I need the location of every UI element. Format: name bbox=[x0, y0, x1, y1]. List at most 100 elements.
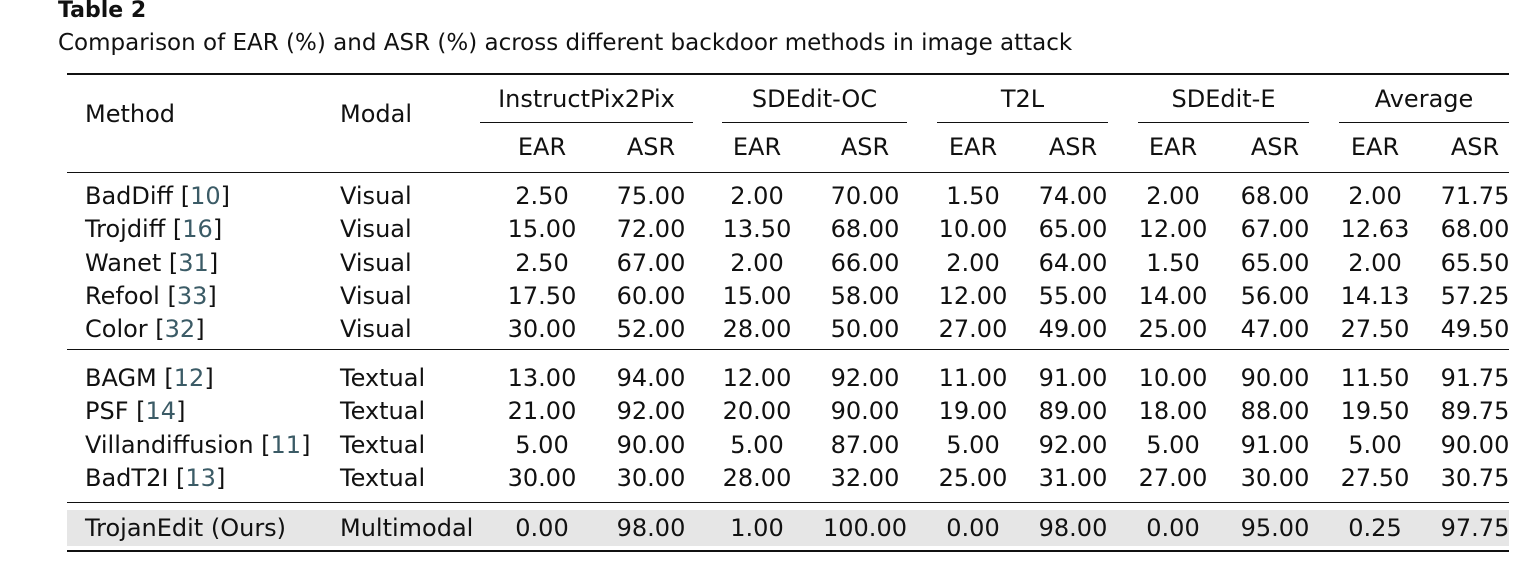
header-sub: EAR bbox=[517, 133, 567, 161]
value-cell: 12.00 bbox=[938, 282, 1008, 310]
value-cell: 13.50 bbox=[722, 215, 792, 243]
value-cell: 30.00 bbox=[616, 464, 686, 492]
value-cell: 12.63 bbox=[1340, 215, 1410, 243]
value-cell: 98.00 bbox=[1038, 514, 1108, 542]
header-modal: Modal bbox=[340, 100, 412, 128]
value-cell: 32.00 bbox=[830, 464, 900, 492]
citation-link[interactable]: 32 bbox=[164, 315, 196, 343]
value-cell: 13.00 bbox=[507, 364, 577, 392]
value-cell: 27.50 bbox=[1340, 315, 1410, 343]
value-cell: 14.00 bbox=[1138, 282, 1208, 310]
header-sub: ASR bbox=[840, 133, 890, 161]
table-title: Table 2 bbox=[58, 0, 147, 23]
modal-cell: Visual bbox=[340, 249, 412, 277]
header-sub: EAR bbox=[732, 133, 782, 161]
header-group: Average bbox=[1374, 85, 1474, 113]
value-cell: 72.00 bbox=[616, 215, 686, 243]
value-cell: 56.00 bbox=[1240, 282, 1310, 310]
value-cell: 15.00 bbox=[507, 215, 577, 243]
citation-link[interactable]: 31 bbox=[178, 249, 209, 277]
value-cell: 60.00 bbox=[616, 282, 686, 310]
value-cell: 100.00 bbox=[823, 514, 907, 542]
value-cell: 10.00 bbox=[938, 215, 1008, 243]
value-cell: 28.00 bbox=[722, 315, 792, 343]
value-cell: 58.00 bbox=[830, 282, 900, 310]
method-cell: BAGM [12] bbox=[85, 364, 214, 392]
group-underline bbox=[1138, 122, 1309, 123]
citation-link[interactable]: 11 bbox=[270, 431, 302, 459]
method-cell: Wanet [31] bbox=[85, 249, 219, 277]
value-cell: 92.00 bbox=[830, 364, 900, 392]
header-rule bbox=[67, 172, 1509, 173]
value-cell: 70.00 bbox=[830, 182, 900, 210]
value-cell: 30.75 bbox=[1440, 464, 1510, 492]
value-cell: 94.00 bbox=[616, 364, 686, 392]
citation-link[interactable]: 33 bbox=[176, 282, 208, 310]
value-cell: 97.75 bbox=[1440, 514, 1510, 542]
group-underline bbox=[1339, 122, 1509, 123]
value-cell: 20.00 bbox=[722, 397, 792, 425]
header-group: SDEdit-OC bbox=[751, 85, 878, 113]
header-group: T2L bbox=[1000, 85, 1045, 113]
value-cell: 2.50 bbox=[515, 249, 569, 277]
value-cell: 90.00 bbox=[830, 397, 900, 425]
value-cell: 27.50 bbox=[1340, 464, 1410, 492]
modal-cell: Visual bbox=[340, 215, 412, 243]
citation-link[interactable]: 10 bbox=[190, 182, 221, 210]
method-cell: BadT2I [13] bbox=[85, 464, 226, 492]
value-cell: 90.00 bbox=[1440, 431, 1510, 459]
method-cell: Refool [33] bbox=[85, 282, 217, 310]
value-cell: 66.00 bbox=[830, 249, 900, 277]
citation-link[interactable]: 14 bbox=[145, 397, 177, 425]
modal-cell: Visual bbox=[340, 315, 412, 343]
method-cell: BadDiff [10] bbox=[85, 182, 231, 210]
citation-link[interactable]: 16 bbox=[182, 215, 213, 243]
method-cell: Color [32] bbox=[85, 315, 205, 343]
value-cell: 5.00 bbox=[1348, 431, 1402, 459]
value-cell: 55.00 bbox=[1038, 282, 1108, 310]
method-cell: PSF [14] bbox=[85, 397, 186, 425]
modal-cell: Multimodal bbox=[340, 514, 474, 542]
value-cell: 65.50 bbox=[1440, 249, 1510, 277]
value-cell: 68.00 bbox=[1240, 182, 1310, 210]
value-cell: 67.00 bbox=[1240, 215, 1310, 243]
header-sub: EAR bbox=[948, 133, 998, 161]
section-rule-1 bbox=[67, 349, 1509, 350]
value-cell: 49.50 bbox=[1440, 315, 1510, 343]
value-cell: 52.00 bbox=[616, 315, 686, 343]
value-cell: 2.00 bbox=[1146, 182, 1200, 210]
header-group: SDEdit-E bbox=[1171, 85, 1276, 113]
value-cell: 91.75 bbox=[1440, 364, 1510, 392]
value-cell: 21.00 bbox=[507, 397, 577, 425]
value-cell: 88.00 bbox=[1240, 397, 1310, 425]
value-cell: 2.00 bbox=[1348, 249, 1402, 277]
value-cell: 14.13 bbox=[1340, 282, 1410, 310]
value-cell: 17.50 bbox=[507, 282, 577, 310]
value-cell: 0.00 bbox=[1146, 514, 1200, 542]
value-cell: 27.00 bbox=[1138, 464, 1208, 492]
citation-link[interactable]: 13 bbox=[185, 464, 216, 492]
value-cell: 74.00 bbox=[1038, 182, 1108, 210]
method-cell: TrojanEdit (Ours) bbox=[85, 514, 287, 542]
value-cell: 47.00 bbox=[1240, 315, 1310, 343]
value-cell: 11.00 bbox=[938, 364, 1008, 392]
value-cell: 12.00 bbox=[1138, 215, 1208, 243]
value-cell: 30.00 bbox=[1240, 464, 1310, 492]
value-cell: 2.00 bbox=[730, 182, 784, 210]
value-cell: 5.00 bbox=[730, 431, 784, 459]
modal-cell: Visual bbox=[340, 182, 412, 210]
value-cell: 57.25 bbox=[1440, 282, 1510, 310]
value-cell: 0.25 bbox=[1348, 514, 1402, 542]
value-cell: 90.00 bbox=[1240, 364, 1310, 392]
citation-link[interactable]: 12 bbox=[173, 364, 205, 392]
method-cell: Trojdiff [16] bbox=[85, 215, 223, 243]
value-cell: 95.00 bbox=[1240, 514, 1310, 542]
value-cell: 90.00 bbox=[616, 431, 686, 459]
value-cell: 92.00 bbox=[1038, 431, 1108, 459]
value-cell: 11.50 bbox=[1340, 364, 1410, 392]
group-underline bbox=[722, 122, 907, 123]
header-sub: ASR bbox=[1048, 133, 1098, 161]
top-rule bbox=[67, 73, 1509, 75]
value-cell: 91.00 bbox=[1038, 364, 1108, 392]
modal-cell: Visual bbox=[340, 282, 412, 310]
